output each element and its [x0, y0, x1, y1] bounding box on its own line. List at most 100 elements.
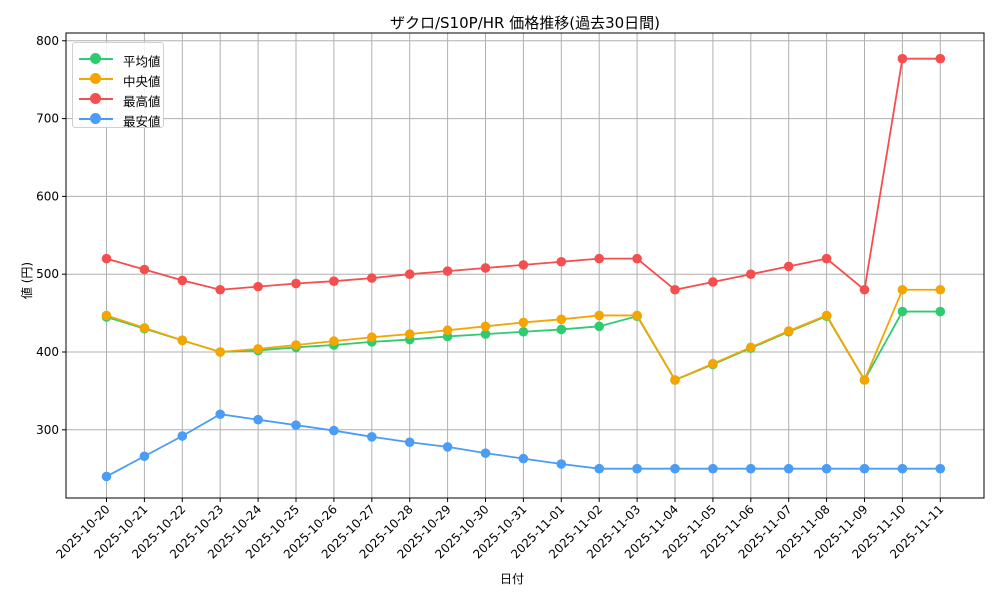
legend-item-max: 最高値 — [79, 89, 161, 109]
data-point — [291, 340, 301, 350]
data-point — [670, 375, 680, 385]
data-point — [783, 463, 794, 474]
data-point — [253, 344, 263, 354]
y-tick-label: 300 — [36, 423, 59, 437]
data-point — [404, 269, 415, 280]
data-point — [177, 335, 188, 346]
data-point — [253, 281, 263, 292]
data-point — [139, 451, 150, 462]
y-tick-label: 400 — [36, 345, 59, 359]
data-point — [442, 325, 453, 336]
data-point — [670, 284, 680, 295]
data-point — [783, 326, 794, 336]
data-point — [329, 276, 339, 287]
legend-label: 中央値 — [123, 74, 161, 89]
legend: 平均値 中央値 最高値 最安値 — [72, 42, 164, 129]
data-point — [783, 261, 794, 272]
legend-marker-icon — [90, 93, 101, 104]
data-point — [556, 459, 567, 469]
data-point — [859, 284, 870, 295]
data-point — [556, 256, 567, 267]
legend-label: 最高値 — [123, 94, 161, 109]
data-point — [708, 358, 718, 369]
data-point — [594, 321, 604, 332]
data-point — [291, 420, 301, 430]
data-point — [139, 264, 150, 275]
data-point — [708, 277, 718, 287]
data-point — [480, 263, 491, 273]
data-point — [897, 306, 908, 317]
data-point — [670, 463, 680, 474]
data-point — [935, 53, 946, 64]
data-point — [480, 448, 491, 458]
data-point — [556, 324, 567, 335]
data-point — [632, 253, 642, 264]
data-point — [897, 463, 908, 474]
data-point — [821, 463, 832, 474]
data-point — [329, 425, 339, 436]
data-point — [177, 275, 188, 286]
data-point — [518, 317, 529, 328]
data-point — [935, 463, 946, 474]
data-point — [215, 409, 225, 420]
data-point — [139, 323, 150, 333]
data-point — [632, 310, 642, 321]
y-tick-label: 700 — [36, 112, 59, 126]
data-point — [594, 463, 604, 474]
axes-frame — [65, 32, 985, 499]
data-point — [253, 414, 263, 425]
data-point — [859, 375, 870, 385]
legend-item-median: 中央値 — [79, 69, 161, 89]
y-tick-label: 500 — [36, 267, 59, 281]
data-point — [442, 266, 453, 276]
legend-marker-icon — [90, 73, 101, 84]
legend-item-min: 最安値 — [79, 109, 161, 129]
data-point — [480, 321, 491, 332]
data-point — [177, 431, 188, 441]
data-point — [480, 329, 491, 339]
data-point — [329, 336, 339, 346]
data-point — [404, 437, 415, 448]
data-point — [935, 306, 946, 317]
data-point — [594, 310, 604, 321]
data-point — [556, 314, 567, 325]
data-point — [215, 284, 225, 295]
data-point — [442, 442, 453, 452]
chart-title: ザクロ/S10P/HR 価格推移(過去30日間) — [389, 14, 661, 32]
y-tick-label: 600 — [36, 189, 59, 203]
y-axis-label: 値 (円) — [20, 261, 35, 300]
data-point — [594, 253, 604, 264]
data-point — [821, 253, 832, 264]
data-point — [935, 284, 946, 295]
data-point — [367, 332, 377, 343]
data-point — [367, 273, 377, 283]
data-point — [101, 471, 112, 482]
data-point — [518, 326, 529, 337]
data-point — [897, 284, 908, 295]
data-point — [632, 463, 642, 474]
data-point — [367, 432, 377, 442]
data-point — [101, 310, 112, 321]
y-tick-label: 800 — [36, 34, 59, 48]
data-point — [518, 453, 529, 464]
data-point — [291, 278, 301, 289]
data-point — [404, 329, 415, 339]
x-axis-label: 日付 — [500, 572, 525, 586]
legend-label: 平均値 — [123, 54, 161, 69]
data-point — [101, 253, 112, 264]
legend-item-mean: 平均値 — [79, 49, 161, 69]
data-point — [821, 310, 832, 321]
legend-marker-icon — [90, 113, 101, 124]
data-point — [897, 53, 908, 64]
data-point — [518, 260, 529, 270]
data-point — [746, 463, 756, 474]
data-point — [708, 463, 718, 474]
legend-marker-icon — [90, 53, 101, 64]
data-point — [859, 463, 870, 474]
legend-label: 最安値 — [123, 114, 161, 129]
data-point — [215, 347, 225, 357]
data-point — [746, 342, 756, 353]
data-point — [746, 269, 756, 280]
